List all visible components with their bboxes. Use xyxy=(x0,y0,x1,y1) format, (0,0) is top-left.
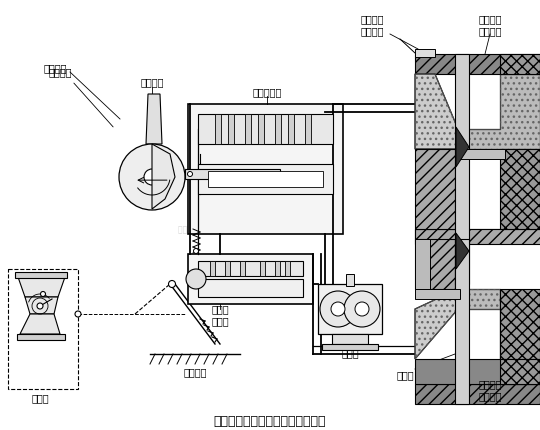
Bar xyxy=(210,261,215,276)
Polygon shape xyxy=(500,289,540,359)
Text: 柔性钢索: 柔性钢索 xyxy=(43,63,67,73)
Polygon shape xyxy=(415,75,458,150)
Bar xyxy=(285,261,290,276)
Bar xyxy=(185,169,280,180)
Polygon shape xyxy=(25,297,58,314)
Bar xyxy=(346,274,354,286)
Circle shape xyxy=(187,172,192,177)
Bar xyxy=(415,230,540,244)
Text: 速比控制阀: 速比控制阀 xyxy=(252,87,282,97)
Bar xyxy=(415,289,460,299)
Bar xyxy=(322,344,378,350)
Text: 金属带: 金属带 xyxy=(396,369,414,379)
Circle shape xyxy=(168,281,176,288)
Polygon shape xyxy=(456,128,469,168)
Text: 液压泵: 液压泵 xyxy=(341,347,359,357)
Bar xyxy=(275,261,280,276)
Circle shape xyxy=(40,292,45,297)
Bar xyxy=(305,115,311,144)
Polygon shape xyxy=(500,359,540,384)
Polygon shape xyxy=(500,55,540,75)
Text: 加速踏板: 加速踏板 xyxy=(183,366,207,376)
Bar xyxy=(415,240,430,289)
Polygon shape xyxy=(500,150,540,230)
Polygon shape xyxy=(18,277,65,297)
Polygon shape xyxy=(20,314,60,334)
Circle shape xyxy=(75,311,81,317)
Bar xyxy=(198,115,333,144)
Text: 主动工作
轮液压缸: 主动工作 轮液压缸 xyxy=(478,14,502,36)
Text: 主压力
控制阀: 主压力 控制阀 xyxy=(211,304,229,325)
Bar xyxy=(188,255,313,304)
Text: 换档凸轮: 换档凸轮 xyxy=(140,77,164,87)
Circle shape xyxy=(37,303,43,309)
Bar xyxy=(198,261,303,276)
Circle shape xyxy=(144,169,160,186)
Polygon shape xyxy=(415,150,455,230)
Circle shape xyxy=(119,144,185,211)
Polygon shape xyxy=(415,230,540,240)
Circle shape xyxy=(193,249,199,254)
Circle shape xyxy=(331,302,345,316)
Bar xyxy=(455,240,469,404)
Bar xyxy=(225,261,230,276)
Bar xyxy=(260,261,265,276)
Bar xyxy=(208,172,323,187)
Circle shape xyxy=(355,302,369,316)
Polygon shape xyxy=(415,384,540,404)
Bar xyxy=(240,261,245,276)
Text: 工作轮位
置传感器: 工作轮位 置传感器 xyxy=(360,14,384,36)
Polygon shape xyxy=(415,55,540,75)
Polygon shape xyxy=(456,233,469,269)
Text: 柔性钢索: 柔性钢索 xyxy=(48,67,72,77)
Polygon shape xyxy=(146,95,162,144)
Bar xyxy=(215,115,221,144)
Text: 机械液压控制系统工作原理示意图: 机械液压控制系统工作原理示意图 xyxy=(214,415,326,427)
Bar xyxy=(455,55,469,284)
Text: 从动工作
轮液压缸: 从动工作 轮液压缸 xyxy=(478,378,502,400)
Polygon shape xyxy=(458,289,540,359)
Bar xyxy=(288,115,294,144)
Bar xyxy=(455,150,505,160)
Bar xyxy=(198,165,333,194)
Text: 节气门: 节气门 xyxy=(31,392,49,402)
Circle shape xyxy=(186,269,206,289)
Bar xyxy=(332,334,368,344)
Bar xyxy=(275,115,281,144)
Bar xyxy=(15,272,67,278)
Text: 汽车维修技术网  www.qcwx.is.com: 汽车维修技术网 www.qcwx.is.com xyxy=(178,225,282,234)
Polygon shape xyxy=(415,240,455,289)
Circle shape xyxy=(320,291,356,327)
Bar xyxy=(415,50,435,58)
Polygon shape xyxy=(415,359,540,384)
Bar xyxy=(228,115,234,144)
Circle shape xyxy=(344,291,380,327)
Polygon shape xyxy=(458,75,540,150)
Bar xyxy=(198,280,303,297)
Bar xyxy=(188,105,343,234)
Polygon shape xyxy=(152,144,175,209)
Bar xyxy=(258,115,264,144)
Bar xyxy=(245,115,251,144)
Bar xyxy=(17,334,65,340)
Polygon shape xyxy=(415,289,458,359)
Bar xyxy=(8,269,78,389)
Bar xyxy=(318,284,382,334)
